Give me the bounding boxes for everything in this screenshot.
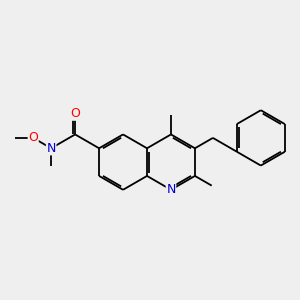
Text: N: N — [46, 142, 56, 155]
Text: O: O — [28, 131, 38, 144]
Text: O: O — [70, 107, 80, 120]
Text: N: N — [166, 183, 176, 196]
